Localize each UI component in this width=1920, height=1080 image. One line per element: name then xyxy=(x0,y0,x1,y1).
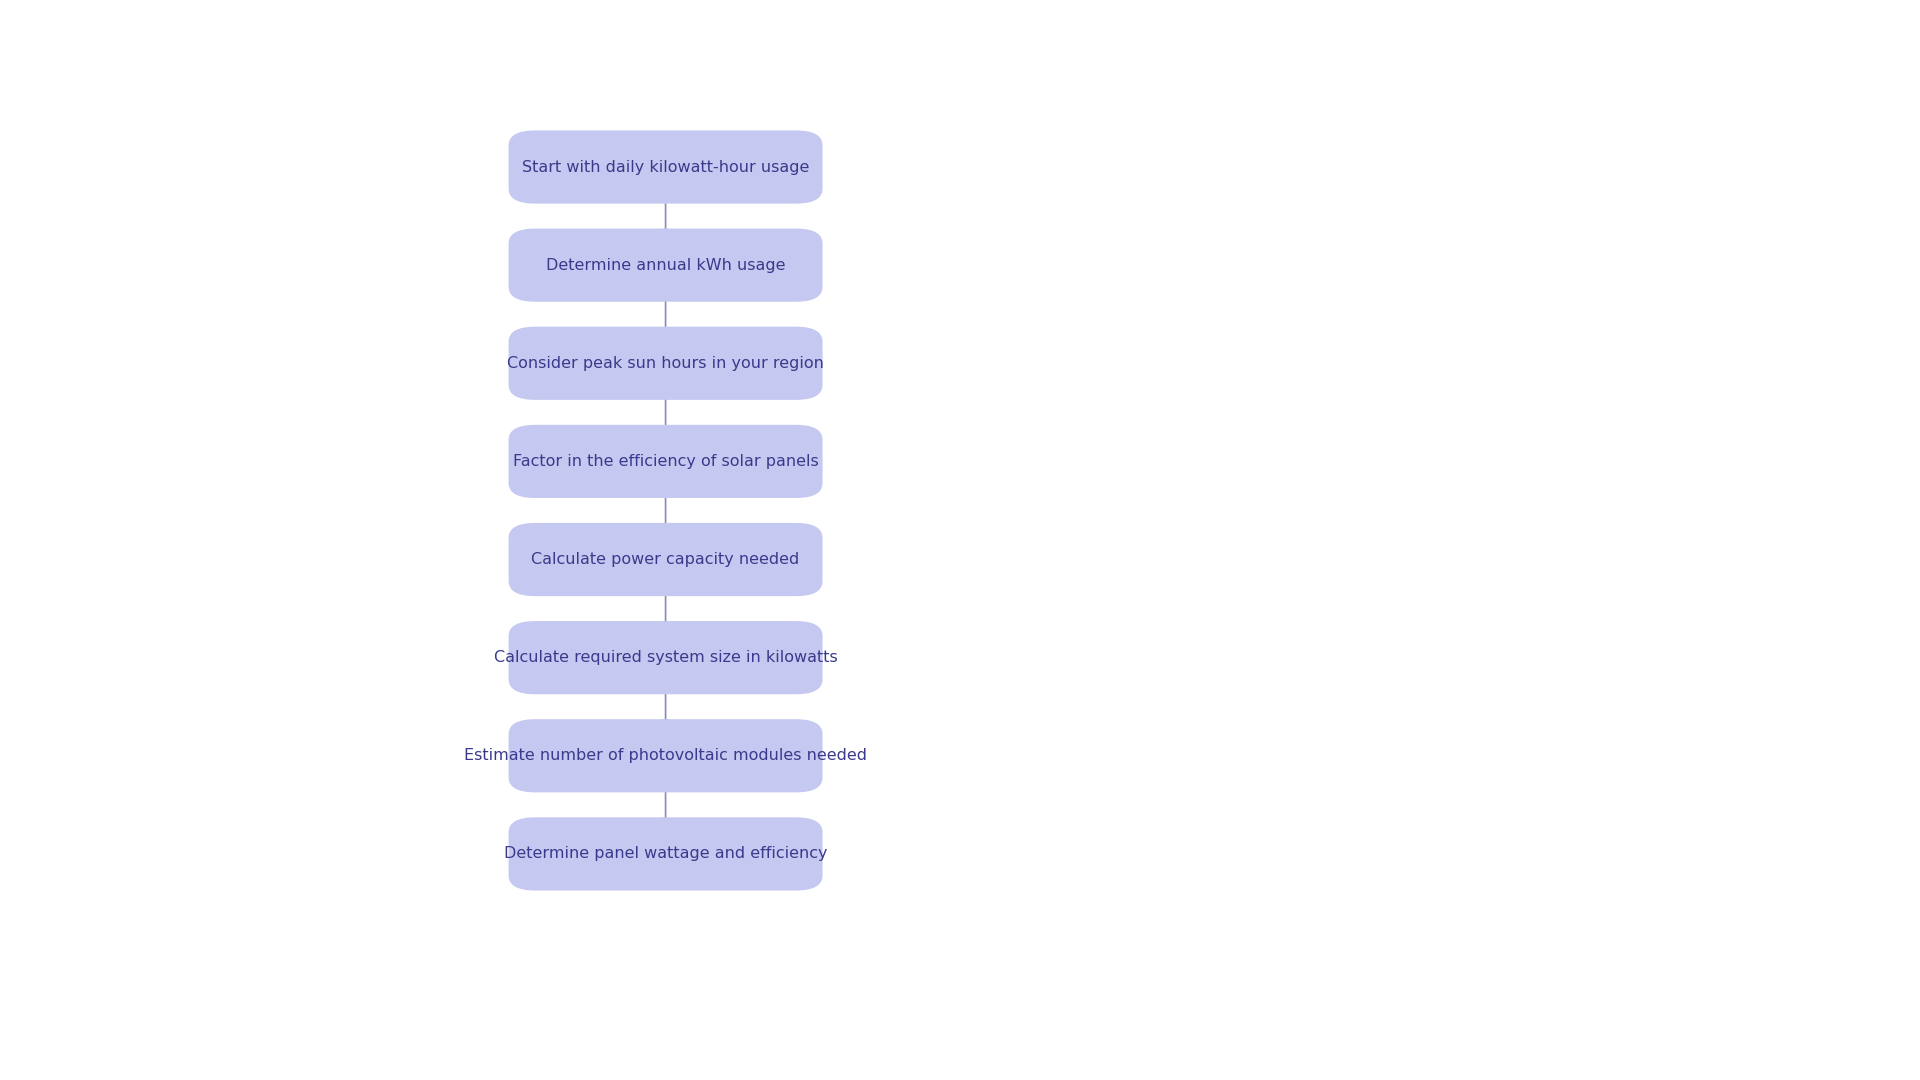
Text: Estimate number of photovoltaic modules needed: Estimate number of photovoltaic modules … xyxy=(465,748,868,764)
FancyBboxPatch shape xyxy=(509,131,822,204)
Text: Start with daily kilowatt-hour usage: Start with daily kilowatt-hour usage xyxy=(522,160,808,175)
FancyBboxPatch shape xyxy=(509,719,822,793)
FancyBboxPatch shape xyxy=(509,523,822,596)
FancyBboxPatch shape xyxy=(509,326,822,400)
Text: Calculate power capacity needed: Calculate power capacity needed xyxy=(532,552,801,567)
Text: Determine annual kWh usage: Determine annual kWh usage xyxy=(545,258,785,272)
Text: Consider peak sun hours in your region: Consider peak sun hours in your region xyxy=(507,355,824,370)
Text: Calculate required system size in kilowatts: Calculate required system size in kilowa… xyxy=(493,650,837,665)
FancyBboxPatch shape xyxy=(509,424,822,498)
FancyBboxPatch shape xyxy=(509,229,822,301)
Text: Determine panel wattage and efficiency: Determine panel wattage and efficiency xyxy=(503,847,828,862)
Text: Factor in the efficiency of solar panels: Factor in the efficiency of solar panels xyxy=(513,454,818,469)
FancyBboxPatch shape xyxy=(509,621,822,694)
FancyBboxPatch shape xyxy=(509,818,822,891)
